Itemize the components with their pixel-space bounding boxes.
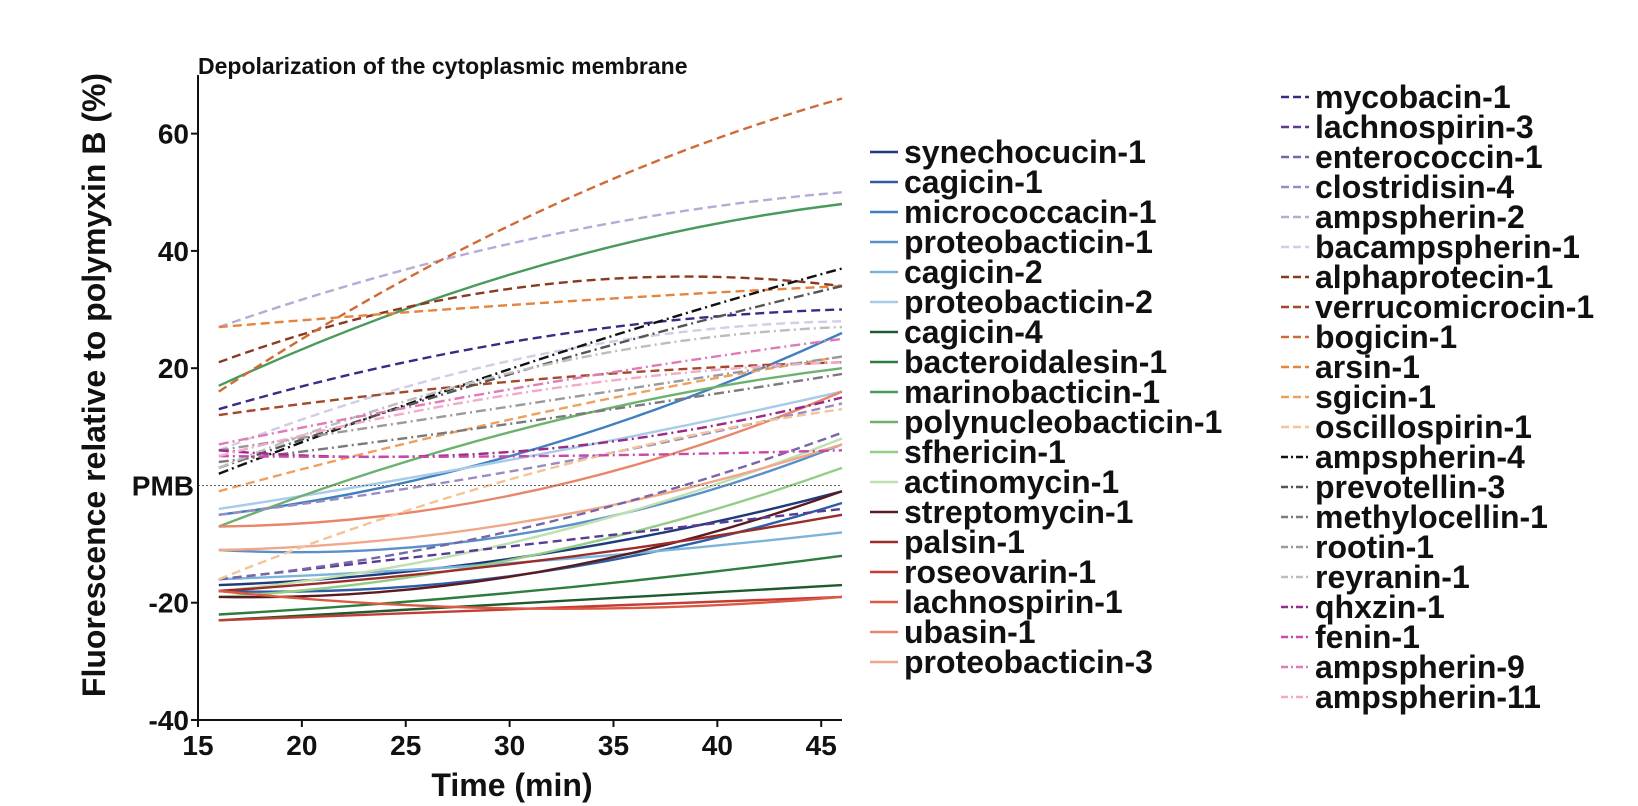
legend-label: bogicin-1 — [1315, 319, 1457, 355]
y-tick-label: 20 — [158, 353, 189, 384]
x-axis-title: Time (min) — [431, 767, 592, 803]
x-tick-label: 15 — [182, 730, 213, 761]
series-line-sfhericin-1 — [218, 466, 843, 599]
series-line-alphaprotecin-1 — [218, 275, 843, 364]
series-line-proteobacticin-1 — [218, 443, 843, 554]
legend-label: bacteroidalesin-1 — [904, 344, 1167, 380]
legend-label: proteobacticin-1 — [904, 224, 1153, 260]
legend-label: actinomycin-1 — [904, 464, 1119, 500]
legend-label: proteobacticin-2 — [904, 284, 1153, 320]
legend-label: cagicin-4 — [904, 314, 1043, 350]
series-line-clostridisin-4 — [218, 402, 843, 516]
x-tick-label: 25 — [390, 730, 421, 761]
legend: synechocucin-1cagicin-1micrococcacin-1pr… — [870, 79, 1594, 715]
series-line-palsin-1 — [218, 513, 843, 593]
chart-title: Depolarization of the cytoplasmic membra… — [198, 53, 688, 79]
legend-label: verrucomicrocin-1 — [1315, 289, 1594, 325]
legend-label: palsin-1 — [904, 524, 1025, 560]
x-tick-label: 40 — [702, 730, 733, 761]
series-line-arsin-1 — [218, 284, 843, 329]
legend-label: prevotellin-3 — [1315, 469, 1505, 505]
legend-label: roseovarin-1 — [904, 554, 1096, 590]
x-ticks: 15 20 25 30 35 40 45 — [182, 720, 837, 761]
legend-label: micrococcacin-1 — [904, 194, 1157, 230]
series-line-fenin-1 — [218, 449, 843, 459]
legend-label: ampspherin-11 — [1315, 679, 1541, 715]
series-line-mycobacin-1 — [218, 308, 843, 411]
legend-label: ubasin-1 — [904, 614, 1036, 650]
series-line-verrucomicrocin-1 — [218, 361, 843, 417]
y-tick-label: -40 — [149, 705, 189, 736]
legend-label: ampspherin-9 — [1315, 649, 1525, 685]
series-line-sgicin-1 — [218, 355, 843, 493]
series-line-streptomycin-1 — [218, 490, 843, 599]
series-line-enterococcin-1 — [218, 431, 843, 581]
legend-label: rootin-1 — [1315, 529, 1434, 565]
legend-label: fenin-1 — [1315, 619, 1420, 655]
legend-label: marinobacticin-1 — [904, 374, 1160, 410]
series-line-bogicin-1 — [218, 97, 843, 393]
legend-label: qhxzin-1 — [1315, 589, 1445, 625]
legend-label: bacampspherin-1 — [1315, 229, 1580, 265]
legend-label: mycobacin-1 — [1315, 79, 1511, 115]
legend-label: ampspherin-2 — [1315, 199, 1525, 235]
series-line-ampspherin-2 — [218, 191, 843, 329]
legend-label: synechocucin-1 — [904, 134, 1146, 170]
series-line-bacampspherin-1 — [218, 320, 843, 452]
series-line-reyranin-1 — [218, 325, 843, 470]
series-line-ampspherin-9 — [218, 337, 843, 446]
legend-label: methylocellin-1 — [1315, 499, 1548, 535]
legend-label: arsin-1 — [1315, 349, 1420, 385]
y-tick-label: 60 — [158, 119, 189, 150]
series-line-cagicin-1 — [218, 501, 843, 593]
legend-label: sfhericin-1 — [904, 434, 1066, 470]
series-line-rootin-1 — [218, 355, 843, 452]
legend-label: reyranin-1 — [1315, 559, 1470, 595]
series-line-polynucleobacticin-1 — [218, 367, 843, 528]
series-line-cagicin-4 — [218, 583, 843, 622]
series-line-oscillospirin-1 — [218, 408, 843, 581]
legend-label: cagicin-1 — [904, 164, 1043, 200]
x-tick-label: 45 — [806, 730, 837, 761]
legend-label: ampspherin-4 — [1315, 439, 1525, 475]
series-line-ubasin-1 — [218, 390, 843, 528]
series-line-proteobacticin-3 — [218, 443, 843, 552]
y-axis-title: Fluorescence relative to polymyxin B (%) — [76, 73, 112, 697]
pmb-label: PMB — [132, 470, 194, 501]
legend-label: polynucleobacticin-1 — [904, 404, 1222, 440]
legend-label: enterococcin-1 — [1315, 139, 1543, 175]
y-ticks: -40 -20 20 40 60 — [149, 119, 198, 736]
legend-label: proteobacticin-3 — [904, 644, 1153, 680]
y-tick-label: 40 — [158, 236, 189, 267]
legend-label: cagicin-2 — [904, 254, 1043, 290]
x-tick-label: 30 — [494, 730, 525, 761]
legend-label: lachnospirin-1 — [904, 584, 1123, 620]
plot-lines — [218, 97, 843, 622]
series-line-ampspherin-11 — [218, 361, 843, 458]
series-line-methylocellin-1 — [218, 372, 843, 464]
x-tick-label: 35 — [598, 730, 629, 761]
x-tick-label: 20 — [286, 730, 317, 761]
series-line-lachnospirin-1 — [218, 589, 843, 610]
legend-label: lachnospirin-3 — [1315, 109, 1534, 145]
series-line-ampspherin-4 — [218, 267, 843, 475]
legend-label: alphaprotecin-1 — [1315, 259, 1553, 295]
legend-label: sgicin-1 — [1315, 379, 1436, 415]
series-line-marinobacticin-1 — [218, 202, 843, 387]
legend-label: streptomycin-1 — [904, 494, 1133, 530]
legend-label: clostridisin-4 — [1315, 169, 1514, 205]
legend-label: oscillospirin-1 — [1315, 409, 1532, 445]
y-tick-label: -20 — [149, 588, 189, 619]
series-line-bacteroidalesin-1 — [218, 554, 843, 616]
